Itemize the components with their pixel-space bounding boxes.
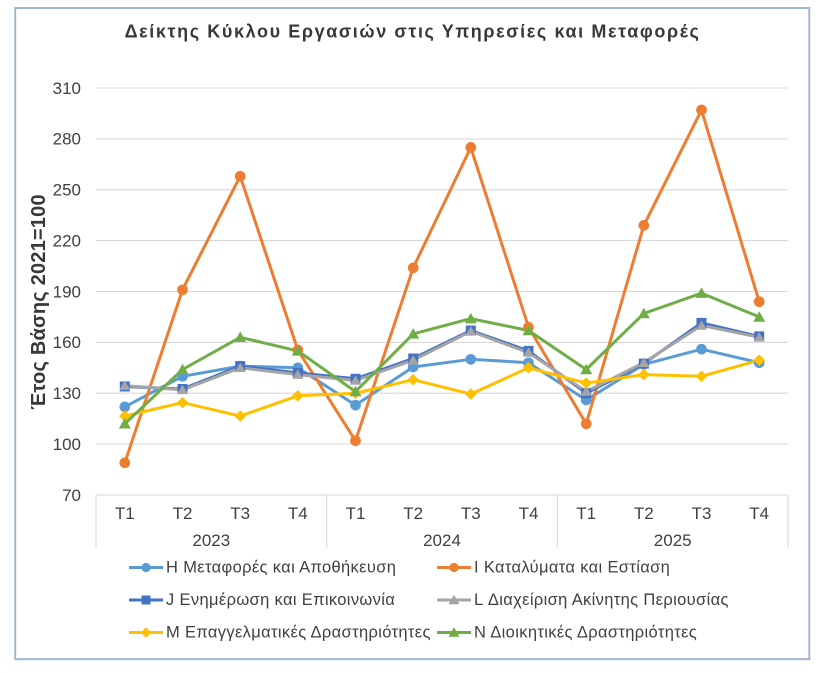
svg-text:Τ4: Τ4 — [519, 504, 539, 523]
svg-text:2024: 2024 — [423, 531, 461, 550]
svg-text:Τ1: Τ1 — [576, 504, 596, 523]
svg-text:Τ3: Τ3 — [692, 504, 712, 523]
svg-text:70: 70 — [62, 486, 81, 505]
svg-text:250: 250 — [53, 181, 81, 200]
svg-text:Η Μεταφορές και Αποθήκευση: Η Μεταφορές και Αποθήκευση — [166, 559, 396, 577]
svg-text:Τ4: Τ4 — [288, 504, 308, 523]
svg-text:J Ενημέρωση και Επικοινωνία: J Ενημέρωση και Επικοινωνία — [166, 591, 395, 609]
svg-text:L Διαχείριση Ακίνητης Περιουσί: L Διαχείριση Ακίνητης Περιουσίας — [474, 591, 729, 609]
svg-text:Ν Διοικητικές Δραστηριότητες: Ν Διοικητικές Δραστηριότητες — [474, 624, 697, 642]
svg-text:Έτος Βάσης 2021=100: Έτος Βάσης 2021=100 — [28, 194, 50, 410]
svg-text:Τ1: Τ1 — [346, 504, 366, 523]
svg-text:100: 100 — [53, 435, 81, 454]
svg-text:220: 220 — [53, 231, 81, 250]
svg-text:Ι Καταλύματα και Εστίαση: Ι Καταλύματα και Εστίαση — [474, 559, 670, 577]
svg-text:Δείκτης Κύκλου Εργασιών στις Υ: Δείκτης Κύκλου Εργασιών στις Υπηρεσίες κ… — [125, 22, 701, 42]
svg-text:Τ1: Τ1 — [115, 504, 135, 523]
svg-text:Τ4: Τ4 — [749, 504, 769, 523]
svg-text:Τ3: Τ3 — [461, 504, 481, 523]
svg-text:Τ3: Τ3 — [230, 504, 250, 523]
svg-text:280: 280 — [53, 130, 81, 149]
svg-text:2025: 2025 — [654, 531, 692, 550]
svg-text:Τ2: Τ2 — [634, 504, 654, 523]
svg-text:2023: 2023 — [192, 531, 230, 550]
svg-text:160: 160 — [53, 333, 81, 352]
svg-text:190: 190 — [53, 282, 81, 301]
svg-text:310: 310 — [53, 79, 81, 98]
svg-text:130: 130 — [53, 384, 81, 403]
svg-text:Μ Επαγγελματικές Δραστηριότητε: Μ Επαγγελματικές Δραστηριότητες — [166, 624, 431, 642]
svg-text:Τ2: Τ2 — [173, 504, 193, 523]
svg-text:Τ2: Τ2 — [403, 504, 423, 523]
